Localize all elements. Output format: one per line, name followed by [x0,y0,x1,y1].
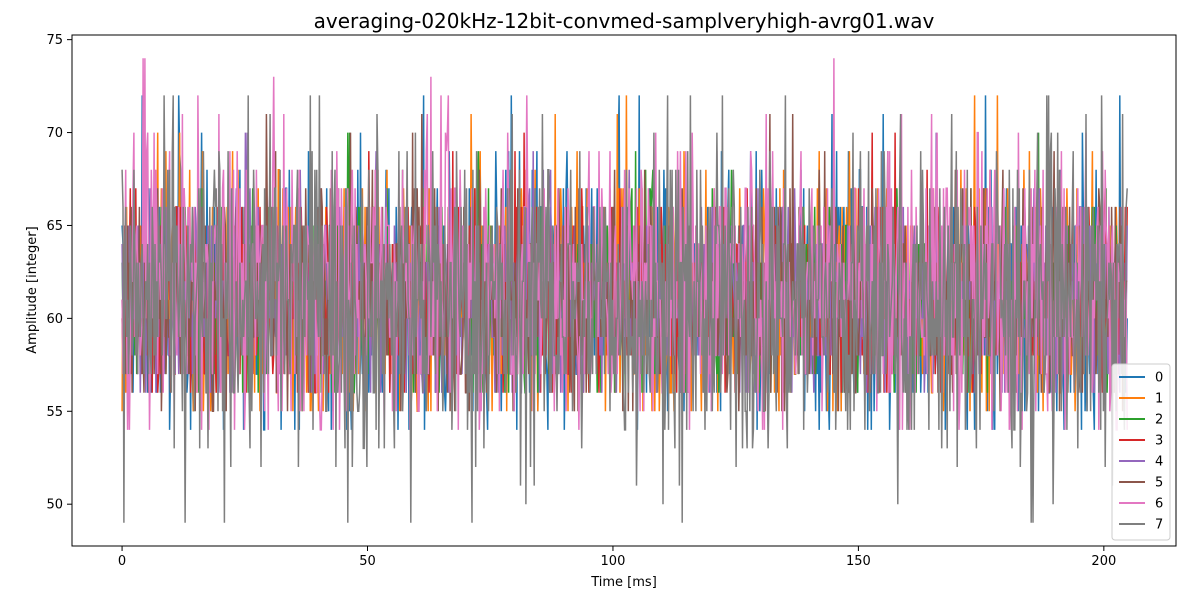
y-tick-label: 70 [46,126,63,141]
legend-label-0: 0 [1155,371,1163,386]
y-tick-label: 75 [46,33,63,48]
legend-label-2: 2 [1155,413,1163,428]
series-line-7 [121,95,1128,523]
y-tick-label: 55 [46,405,63,420]
x-tick-label: 50 [359,554,376,569]
y-axis: 50 55 60 65 70 75 [46,33,72,513]
plot-area [121,58,1128,523]
legend-label-4: 4 [1155,455,1163,470]
legend-label-5: 5 [1155,476,1163,491]
y-tick-label: 50 [46,498,63,513]
y-tick-label: 60 [46,312,63,327]
legend: 0 1 2 3 4 5 6 7 [1111,363,1171,541]
legend-label-7: 7 [1155,518,1163,533]
legend-label-3: 3 [1155,434,1163,449]
chart-title: averaging-020kHz-12bit-convmed-samplvery… [314,9,935,33]
x-tick-label: 0 [118,554,126,569]
legend-box [1111,363,1171,541]
legend-label-1: 1 [1155,392,1163,407]
x-axis: 0 50 100 150 200 [118,546,1116,569]
x-tick-label: 150 [846,554,871,569]
x-axis-label: Time [ms] [590,575,657,590]
y-axis-label: Amplitude [integer] [25,226,40,353]
x-tick-label: 200 [1091,554,1116,569]
plot-frame [71,34,1177,547]
legend-label-6: 6 [1155,497,1163,512]
x-tick-label: 100 [601,554,626,569]
y-tick-label: 65 [46,219,63,234]
